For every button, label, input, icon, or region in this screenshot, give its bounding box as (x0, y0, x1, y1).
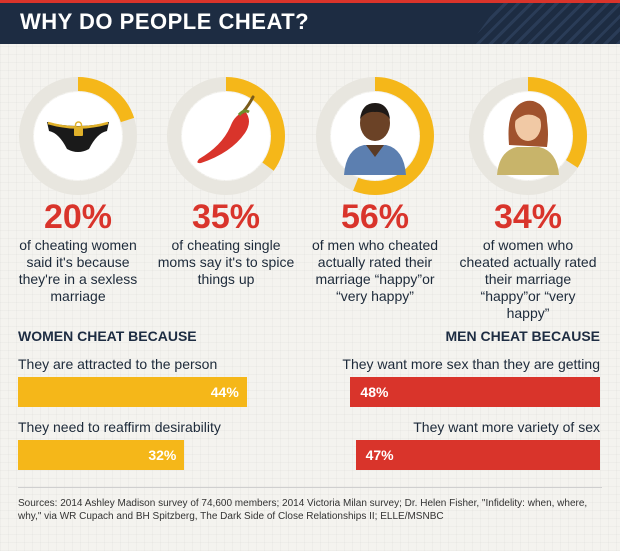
ring-fill (469, 77, 587, 195)
stat-ring (165, 75, 287, 197)
men-bar-label: They want more sex than they are getting (342, 356, 600, 372)
stat-men-happy-marriage: 56% of men who cheated actually rated th… (305, 75, 445, 305)
women-bar: 32% (18, 440, 185, 470)
stat-percent: 34% (493, 198, 563, 236)
stat-description: of men who cheated actually rated their … (311, 237, 439, 304)
stat-ring (467, 75, 589, 197)
divider (18, 487, 602, 488)
percent-ring (167, 77, 285, 195)
stat-description: of women who cheated actually rated thei… (459, 237, 597, 321)
stat-description: of cheating single moms say it's to spic… (157, 237, 295, 287)
ring-fill (167, 77, 285, 195)
women-bar: 44% (18, 377, 247, 407)
bar-value: 32% (148, 447, 177, 463)
stat-percent: 20% (43, 198, 113, 236)
stat-percent: 35% (191, 198, 261, 236)
bar-value: 47% (365, 447, 394, 463)
header-banner: WHY DO PEOPLE CHEAT? (0, 0, 620, 44)
men-bar-label: They want more variety of sex (413, 419, 600, 435)
stat-description: of cheating women said it's because they… (18, 237, 138, 304)
stat-percent: 56% (340, 198, 410, 236)
men-section-heading: MEN CHEAT BECAUSE (445, 328, 600, 344)
stat-women-happy-marriage: 34% of women who cheated actually rated … (458, 75, 598, 322)
stat-ring (314, 75, 436, 197)
bar-value: 44% (210, 384, 239, 400)
chili-pepper-icon (197, 95, 255, 164)
women-bar-label: They are attracted to the person (18, 356, 218, 372)
ring-fill (316, 77, 434, 195)
percent-ring (469, 77, 587, 195)
man-avatar-icon (344, 103, 406, 175)
stat-sexless-marriage: 20% of cheating women said it's because … (8, 75, 148, 305)
bar-value: 48% (360, 384, 389, 400)
header-stripes (470, 3, 620, 44)
underwear-icon (47, 121, 109, 152)
woman-avatar-icon (497, 100, 559, 175)
women-section-heading: WOMEN CHEAT BECAUSE (18, 328, 197, 344)
percent-ring (316, 77, 434, 195)
men-bar: 48% (350, 377, 600, 407)
stat-ring (17, 75, 139, 197)
ring-fill (19, 77, 137, 195)
men-bar: 47% (355, 440, 600, 470)
percent-ring (19, 77, 137, 195)
women-bar-label: They need to reaffirm desirability (18, 419, 221, 435)
page-title: WHY DO PEOPLE CHEAT? (20, 9, 310, 34)
stat-spice-things-up: 35% of cheating single moms say it's to … (156, 75, 296, 288)
sources-footnote: Sources: 2014 Ashley Madison survey of 7… (18, 498, 588, 522)
